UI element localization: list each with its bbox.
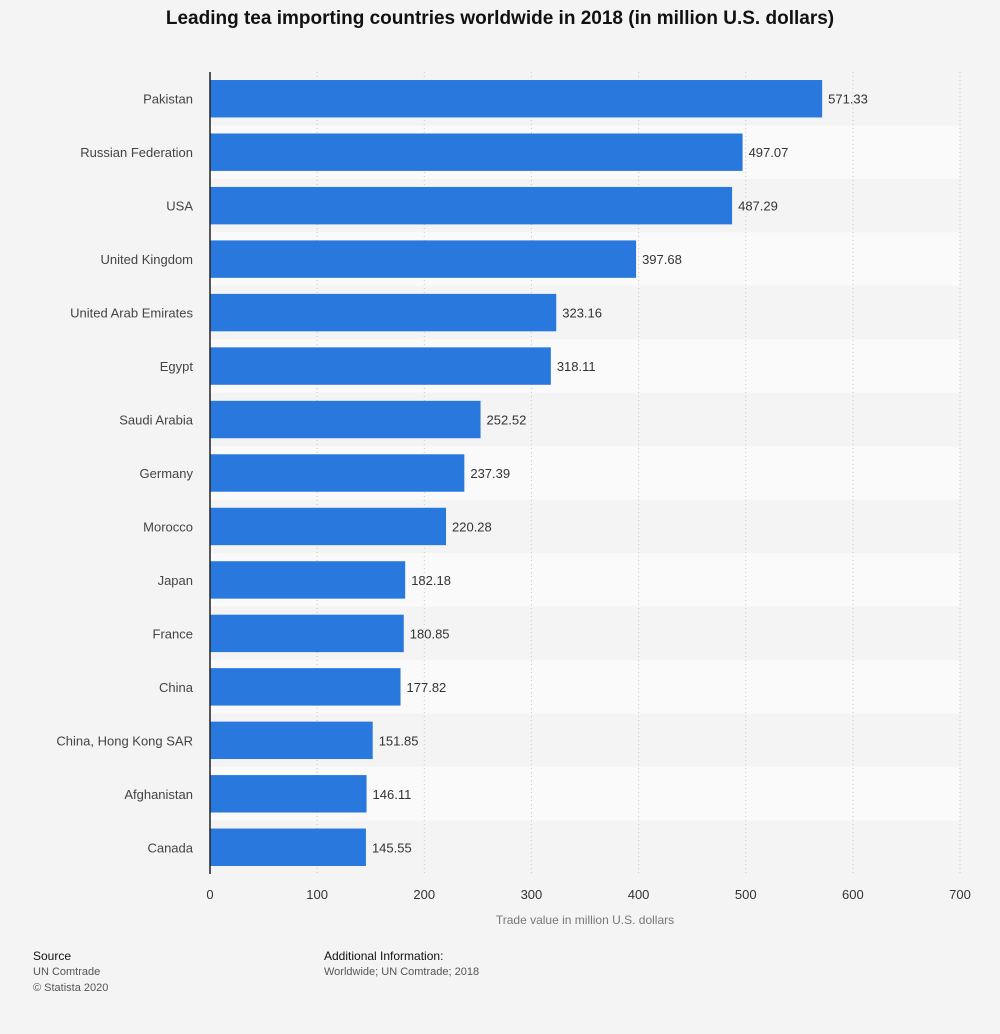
bar [210, 133, 743, 171]
category-label: Russian Federation [80, 145, 193, 160]
x-tick-label: 400 [628, 887, 650, 902]
bar [210, 828, 366, 866]
source-block: Source UN Comtrade © Statista 2020 [33, 948, 108, 996]
data-label: 318.11 [557, 359, 596, 374]
data-label: 177.82 [407, 680, 447, 695]
data-label: 146.11 [373, 787, 412, 802]
x-tick-label: 500 [735, 887, 757, 902]
bar [210, 347, 551, 385]
bar [210, 721, 373, 760]
bar [210, 775, 367, 813]
data-label: 237.39 [470, 466, 510, 481]
category-label: Canada [147, 840, 193, 855]
category-label: United Arab Emirates [70, 306, 193, 321]
category-label: Morocco [143, 519, 193, 534]
category-label: Germany [140, 466, 194, 481]
data-label: 323.16 [562, 306, 602, 321]
category-label: Japan [158, 573, 193, 588]
x-tick-label: 600 [842, 887, 864, 902]
additional-info-block: Additional Information: Worldwide; UN Co… [324, 948, 479, 980]
category-label: France [153, 626, 193, 641]
x-tick-label: 300 [521, 887, 543, 902]
data-label: 180.85 [410, 626, 450, 641]
data-label: 182.18 [411, 573, 451, 588]
bar [210, 507, 447, 546]
category-label: Saudi Arabia [119, 413, 193, 428]
x-tick-label: 700 [949, 887, 971, 902]
data-label: 487.29 [738, 199, 778, 214]
category-label: Egypt [160, 359, 194, 374]
source-heading: Source [33, 949, 72, 963]
info-text: Worldwide; UN Comtrade; 2018 [324, 966, 480, 978]
bar-chart: 571.33 Pakistan 497.07 Russian Federation 48… [56, 72, 971, 927]
bar [210, 400, 481, 439]
category-label: China, Hong Kong SAR [56, 733, 193, 748]
data-label: 497.07 [749, 145, 789, 160]
x-tick-label: 200 [413, 887, 435, 902]
chart-title: Leading tea importing countries worldwid… [165, 8, 835, 29]
x-tick-label: 0 [206, 887, 213, 902]
data-label: 397.68 [642, 252, 682, 267]
data-label: 252.52 [487, 413, 527, 428]
category-label: USA [166, 199, 193, 214]
x-tick-label: 100 [306, 887, 328, 902]
bar [210, 561, 406, 599]
x-axis-title: Trade value in million U.S. dollars [496, 913, 674, 927]
bar [210, 80, 823, 118]
info-heading: Additional Information: [324, 949, 444, 963]
category-label: Afghanistan [124, 787, 193, 802]
bar [210, 186, 733, 225]
bar [210, 668, 401, 706]
data-label: 145.55 [372, 840, 412, 855]
data-label: 571.33 [828, 92, 868, 107]
bar [210, 293, 557, 332]
data-label: 151.85 [379, 733, 419, 748]
copyright-text: © Statista 2020 [33, 982, 109, 994]
category-label: China [159, 680, 194, 695]
bar [210, 454, 465, 492]
bar [210, 240, 637, 278]
data-label: 220.28 [452, 519, 492, 534]
source-text: UN Comtrade [33, 966, 101, 978]
category-label: Pakistan [143, 92, 193, 107]
category-label: United Kingdom [101, 252, 194, 267]
bar [210, 614, 404, 653]
